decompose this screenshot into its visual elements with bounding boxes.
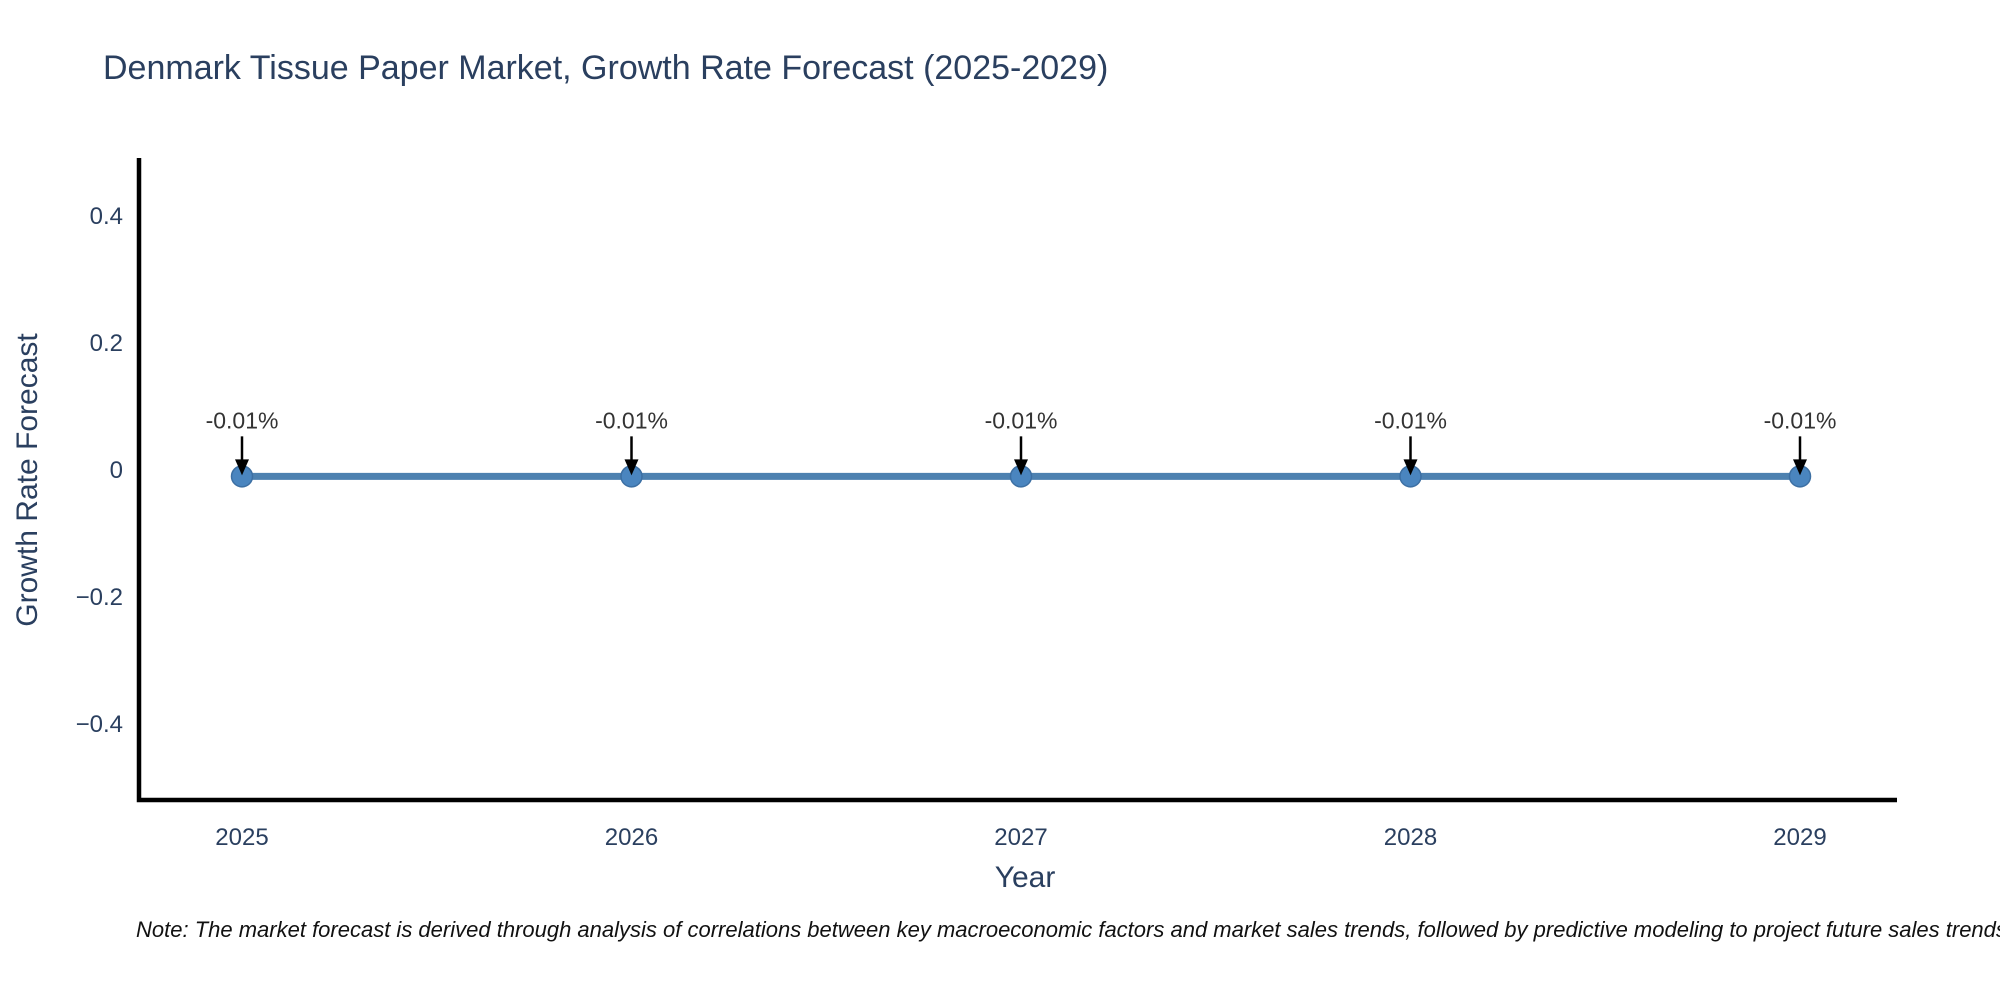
axis-spines [136,158,1897,803]
y-tick-label: −0.4 [76,711,123,738]
chart-title: Denmark Tissue Paper Market, Growth Rate… [103,49,1109,87]
x-tick-label: 2025 [215,824,268,851]
point-value-annotation: -0.01% [985,407,1058,433]
y-axis-title: Growth Rate Forecast [11,333,44,627]
point-value-annotation: -0.01% [1764,407,1837,433]
annotation-arrow-head [235,459,249,476]
x-tick-label: 2027 [994,824,1047,851]
annotation-arrow-head [1014,459,1028,476]
point-value-annotation: -0.01% [595,407,668,433]
annotation-arrow-head [1403,459,1418,476]
y-tick-label: 0 [110,457,123,484]
y-tick-label: 0.4 [90,203,123,230]
point-value-annotation: -0.01% [1374,407,1447,433]
y-tick-label: 0.2 [90,330,123,357]
annotation-arrow-head [624,459,639,476]
footnote: Note: The market forecast is derived thr… [136,917,2000,942]
x-axis-title: Year [994,861,1056,894]
x-tick-label: 2029 [1773,824,1826,851]
y-tick-label: −0.2 [76,584,123,611]
point-value-annotation: -0.01% [206,407,279,433]
annotation-arrow-head [1793,459,1807,476]
x-tick-label: 2026 [605,824,658,851]
x-tick-label: 2028 [1384,824,1437,851]
